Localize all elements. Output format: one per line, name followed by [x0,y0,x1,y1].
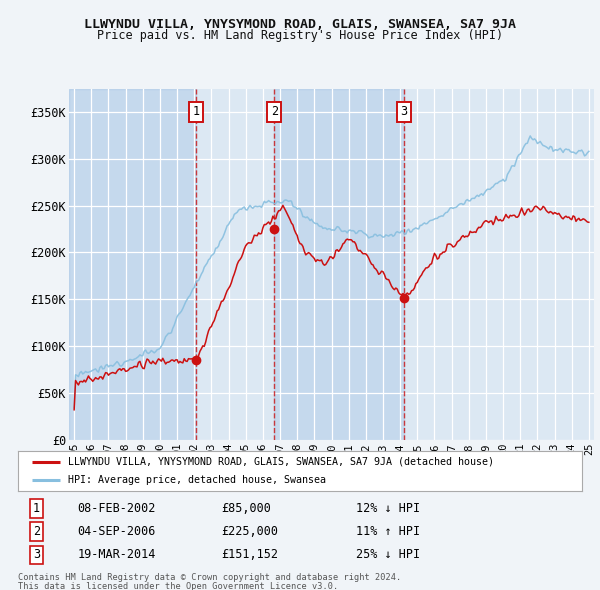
Text: 12% ↓ HPI: 12% ↓ HPI [356,502,421,515]
Text: 3: 3 [33,548,40,561]
Text: 2: 2 [33,525,40,538]
Text: £151,152: £151,152 [221,548,278,561]
Text: LLWYNDU VILLA, YNYSYMOND ROAD, GLAIS, SWANSEA, SA7 9JA (detached house): LLWYNDU VILLA, YNYSYMOND ROAD, GLAIS, SW… [68,457,494,467]
Text: Price paid vs. HM Land Registry's House Price Index (HPI): Price paid vs. HM Land Registry's House … [97,30,503,42]
Text: HPI: Average price, detached house, Swansea: HPI: Average price, detached house, Swan… [68,475,326,485]
Text: 25% ↓ HPI: 25% ↓ HPI [356,548,421,561]
Text: This data is licensed under the Open Government Licence v3.0.: This data is licensed under the Open Gov… [18,582,338,590]
Text: 08-FEB-2002: 08-FEB-2002 [77,502,155,515]
Bar [69,88,196,440]
Text: 2: 2 [271,106,278,119]
Text: £85,000: £85,000 [221,502,271,515]
Text: 1: 1 [33,502,40,515]
Text: 3: 3 [400,106,407,119]
Text: Contains HM Land Registry data © Crown copyright and database right 2024.: Contains HM Land Registry data © Crown c… [18,573,401,582]
Text: 1: 1 [193,106,200,119]
Text: 04-SEP-2006: 04-SEP-2006 [77,525,155,538]
Text: 11% ↑ HPI: 11% ↑ HPI [356,525,421,538]
Bar [274,88,404,440]
Text: LLWYNDU VILLA, YNYSYMOND ROAD, GLAIS, SWANSEA, SA7 9JA: LLWYNDU VILLA, YNYSYMOND ROAD, GLAIS, SW… [84,18,516,31]
Text: 19-MAR-2014: 19-MAR-2014 [77,548,155,561]
Text: £225,000: £225,000 [221,525,278,538]
